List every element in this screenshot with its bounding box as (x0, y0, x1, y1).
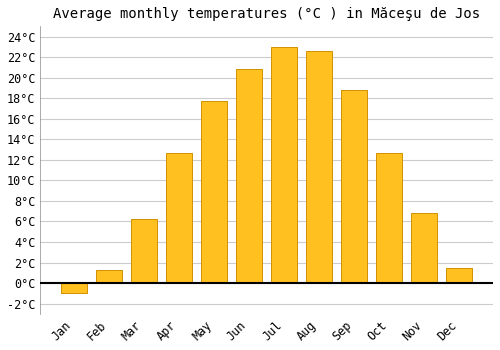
Bar (236, 69, 262, 283)
Bar (306, 51, 332, 283)
Bar (446, 268, 472, 283)
Bar (411, 213, 438, 283)
Title: Average monthly temperatures (°C ) in Măceşu de Jos: Average monthly temperatures (°C ) in Mă… (53, 7, 480, 21)
Bar (376, 153, 402, 283)
Bar (271, 47, 297, 283)
Bar (131, 219, 157, 283)
Bar (341, 90, 367, 283)
Bar (201, 101, 228, 283)
Bar (96, 270, 122, 283)
Bar (61, 283, 87, 293)
Bar (166, 153, 192, 283)
